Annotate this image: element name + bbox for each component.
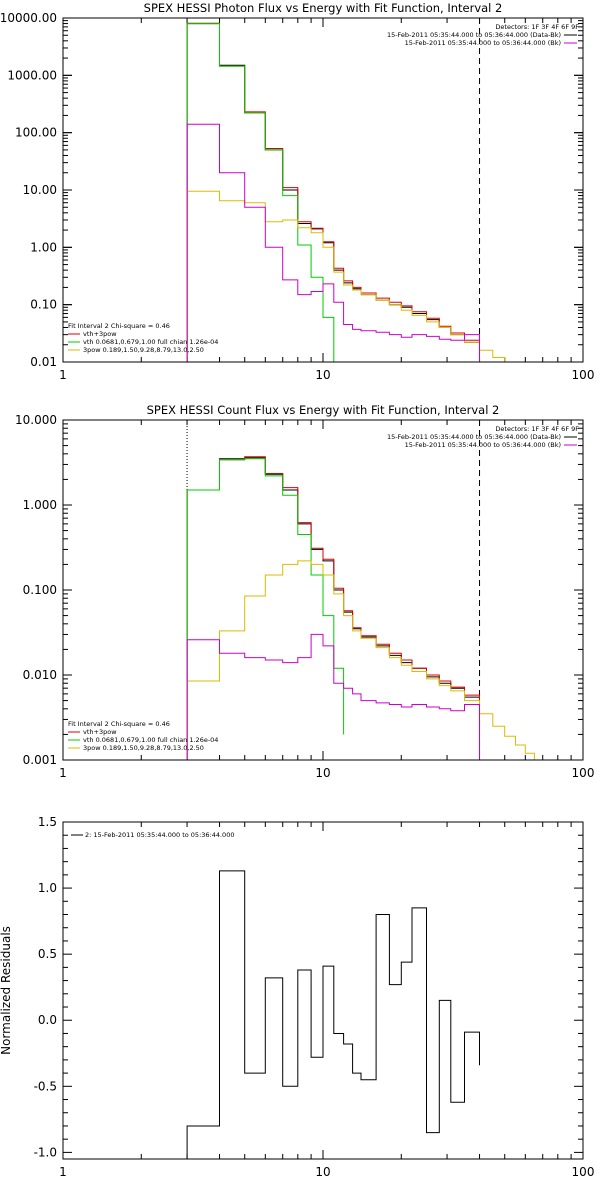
x-tick-label: 10 bbox=[315, 368, 330, 382]
y-tick-label: 1.00 bbox=[30, 240, 57, 254]
count-flux-panel: SPEX HESSI Count Flux vs Energy with Fit… bbox=[15, 403, 595, 780]
y-tick-label: 0.010 bbox=[23, 668, 57, 682]
plot-frame bbox=[62, 17, 584, 363]
y-ticks bbox=[63, 17, 583, 363]
y-tick-label: -0.5 bbox=[34, 1079, 57, 1093]
y-tick-label: 0.100 bbox=[23, 583, 57, 597]
x-tick-label: 1 bbox=[59, 766, 67, 780]
plot-frame bbox=[62, 821, 584, 1160]
fit-header: Fit Interval 2 Chi-square = 0.46 bbox=[68, 720, 170, 728]
legend-top-label: 15-Feb-2011 05:35:44.000 to 05:36:44.000… bbox=[387, 31, 561, 39]
residuals-panel: Normalized Residuals 1 10 100 -1.0 -0.5 0.0 0.5… bbox=[0, 815, 594, 1179]
y-tick-label: 0.001 bbox=[23, 753, 57, 767]
fit-legend-label: vth 0.0681,0.679,1.00 full chian 1.26e-0… bbox=[83, 338, 218, 346]
series-line bbox=[186, 190, 506, 362]
y-tick-label: 10.000 bbox=[15, 413, 57, 427]
y-tick-label: 10000.00 bbox=[0, 11, 57, 25]
series-group bbox=[186, 22, 506, 362]
series-line bbox=[186, 23, 335, 362]
y-tick-label: 100.00 bbox=[15, 126, 57, 140]
y-axis-label: Normalized Residuals bbox=[0, 926, 13, 1055]
series-line bbox=[186, 123, 480, 362]
y-tick-label: 10.00 bbox=[23, 183, 57, 197]
plot-frame bbox=[62, 419, 584, 761]
legend-top-label: 15-Feb-2011 05:35:44.000 to 05:36:44.000… bbox=[405, 441, 561, 449]
fit-legend-label: 3pow 0.189,1.50,9.28,8.79,13.0,2.50 bbox=[83, 346, 204, 354]
y-tick-label: 0.01 bbox=[30, 355, 57, 369]
series-group bbox=[186, 870, 480, 1159]
chart-title: SPEX HESSI Count Flux vs Energy with Fit… bbox=[147, 403, 500, 417]
x-tick-label: 100 bbox=[572, 1165, 595, 1179]
series-group bbox=[186, 456, 544, 760]
y-tick-label: 1.0 bbox=[38, 881, 57, 895]
x-tick-label: 100 bbox=[572, 766, 595, 780]
series-line bbox=[186, 560, 544, 760]
legend-top-label: 15-Feb-2011 05:35:44.000 to 05:36:44.000… bbox=[387, 433, 561, 441]
y-tick-label: 0.0 bbox=[38, 1013, 57, 1027]
x-tick-label: 1 bbox=[59, 368, 67, 382]
series-line bbox=[186, 458, 345, 760]
series-line bbox=[186, 870, 480, 1159]
fit-legend-label: vth+3pow bbox=[83, 330, 117, 338]
y-tick-label: 0.10 bbox=[30, 298, 57, 312]
y-tick-label: 1.000 bbox=[23, 498, 57, 512]
y-ticks bbox=[63, 419, 583, 761]
photon-flux-panel: SPEX HESSI Photon Flux vs Energy with Fi… bbox=[0, 1, 595, 382]
y-tick-label: 0.5 bbox=[38, 947, 57, 961]
y-tick-label: 1.5 bbox=[38, 815, 57, 829]
x-tick-label: 100 bbox=[572, 368, 595, 382]
fit-legend-label: vth 0.0681,0.679,1.00 full chian 1.26e-0… bbox=[83, 736, 218, 744]
fit-header: Fit Interval 2 Chi-square = 0.46 bbox=[68, 322, 170, 330]
legend-label: 2: 15-Feb-2011 05:35:44.000 to 05:36:44.… bbox=[85, 831, 234, 839]
y-tick-label: 1000.00 bbox=[7, 68, 57, 82]
fit-legend-label: vth+3pow bbox=[83, 728, 117, 736]
y-tick-label: -1.0 bbox=[34, 1145, 57, 1159]
detectors-label: Detectors: 1F 3F 4F 6F 9F bbox=[495, 425, 579, 433]
fit-legend-label: 3pow 0.189,1.50,9.28,8.79,13.0,2.50 bbox=[83, 744, 204, 752]
legend-top-label: 15-Feb-2011 05:35:44.000 to 05:36:44.000… bbox=[405, 39, 561, 47]
series-line bbox=[186, 633, 480, 760]
x-tick-label: 10 bbox=[315, 766, 330, 780]
x-tick-label: 10 bbox=[315, 1165, 330, 1179]
chart-title: SPEX HESSI Photon Flux vs Energy with Fi… bbox=[144, 1, 503, 15]
y-ticks bbox=[63, 821, 583, 1153]
x-tick-label: 1 bbox=[59, 1165, 67, 1179]
detectors-label: Detectors: 1F 3F 4F 6F 9F bbox=[495, 23, 579, 31]
